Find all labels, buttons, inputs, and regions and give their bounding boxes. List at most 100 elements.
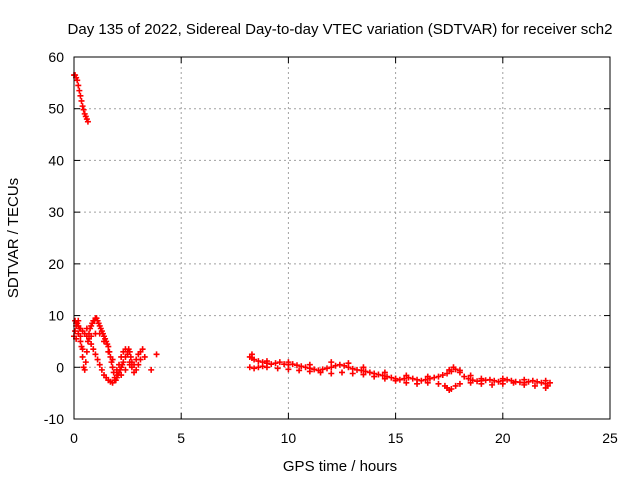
data-point	[276, 359, 283, 366]
data-point	[491, 377, 498, 384]
data-point	[263, 358, 270, 365]
x-tick-label: 10	[281, 430, 297, 446]
data-point	[323, 365, 330, 372]
x-tick-label: 15	[388, 430, 404, 446]
y-tick-label: 30	[48, 204, 64, 220]
data-point	[105, 343, 112, 350]
y-tick-label: 20	[48, 256, 64, 272]
data-point	[328, 364, 335, 371]
data-point	[96, 330, 103, 337]
data-point	[75, 82, 82, 89]
data-point	[467, 379, 474, 386]
x-tick-label: 5	[177, 430, 185, 446]
data-point	[248, 351, 255, 358]
data-point	[109, 364, 116, 371]
data-point	[296, 367, 303, 374]
data-point	[116, 361, 123, 368]
data-point	[431, 374, 438, 381]
data-point	[293, 362, 300, 369]
data-point	[311, 366, 318, 373]
data-point	[362, 368, 369, 375]
data-point	[456, 367, 463, 374]
data-point	[486, 376, 493, 383]
data-point	[111, 377, 118, 384]
data-point	[510, 379, 517, 386]
data-point	[345, 360, 352, 367]
data-point	[375, 371, 382, 378]
data-point	[77, 92, 84, 99]
data-point	[360, 371, 367, 378]
data-point	[124, 351, 131, 358]
data-point	[414, 380, 421, 387]
data-point	[317, 369, 324, 376]
data-point	[489, 381, 496, 388]
data-point	[328, 370, 335, 377]
data-point	[448, 386, 455, 393]
data-point	[127, 353, 134, 360]
data-point	[74, 77, 81, 84]
data-point	[137, 356, 144, 363]
y-axis-label: SDTVAR / TECUs	[5, 178, 22, 298]
data-point	[135, 361, 142, 368]
data-point	[461, 373, 468, 380]
data-point	[133, 366, 140, 373]
data-point	[332, 362, 339, 369]
x-axis-label: GPS time / hours	[283, 458, 397, 475]
data-point	[546, 379, 553, 386]
grid-lines	[74, 57, 610, 419]
y-tick-label: -10	[44, 411, 64, 427]
data-point	[499, 375, 506, 382]
data-point	[306, 368, 313, 375]
data-point	[424, 379, 431, 386]
data-point	[381, 369, 388, 376]
data-point	[401, 375, 408, 382]
y-tick-label: 10	[48, 308, 64, 324]
data-point	[153, 351, 160, 358]
data-point	[96, 361, 103, 368]
data-point	[521, 376, 528, 383]
data-point	[392, 377, 399, 384]
data-point	[79, 353, 86, 360]
data-point	[88, 333, 95, 340]
data-point	[78, 97, 85, 104]
data-point	[534, 378, 541, 385]
data-point	[251, 365, 258, 372]
data-point	[75, 330, 82, 337]
data-point	[306, 361, 313, 368]
x-tick-label: 0	[70, 430, 78, 446]
data-point	[101, 338, 108, 345]
data-point	[478, 380, 485, 387]
data-point	[521, 381, 528, 388]
plot-frame	[73, 56, 611, 420]
data-point	[542, 377, 549, 384]
data-point	[525, 378, 532, 385]
data-point	[465, 375, 472, 382]
data-point	[366, 369, 373, 376]
data-point	[139, 346, 146, 353]
x-tick-label: 20	[495, 430, 511, 446]
data-point	[371, 373, 378, 380]
data-point	[141, 353, 148, 360]
data-point	[285, 366, 292, 373]
data-point	[79, 346, 86, 353]
data-point	[122, 346, 129, 353]
data-point	[544, 382, 551, 389]
data-point	[259, 363, 266, 370]
data-point	[422, 376, 429, 383]
data-points	[71, 72, 553, 394]
data-point	[328, 359, 335, 366]
data-point	[81, 366, 88, 373]
data-point	[289, 361, 296, 368]
data-point	[531, 382, 538, 389]
data-point	[396, 376, 403, 383]
data-point	[381, 375, 388, 382]
data-point	[82, 359, 89, 366]
data-point	[499, 380, 506, 387]
data-point	[255, 358, 262, 365]
data-point	[435, 380, 442, 387]
data-point	[435, 373, 442, 380]
data-point	[444, 370, 451, 377]
data-point	[409, 375, 416, 382]
data-point	[105, 348, 112, 355]
